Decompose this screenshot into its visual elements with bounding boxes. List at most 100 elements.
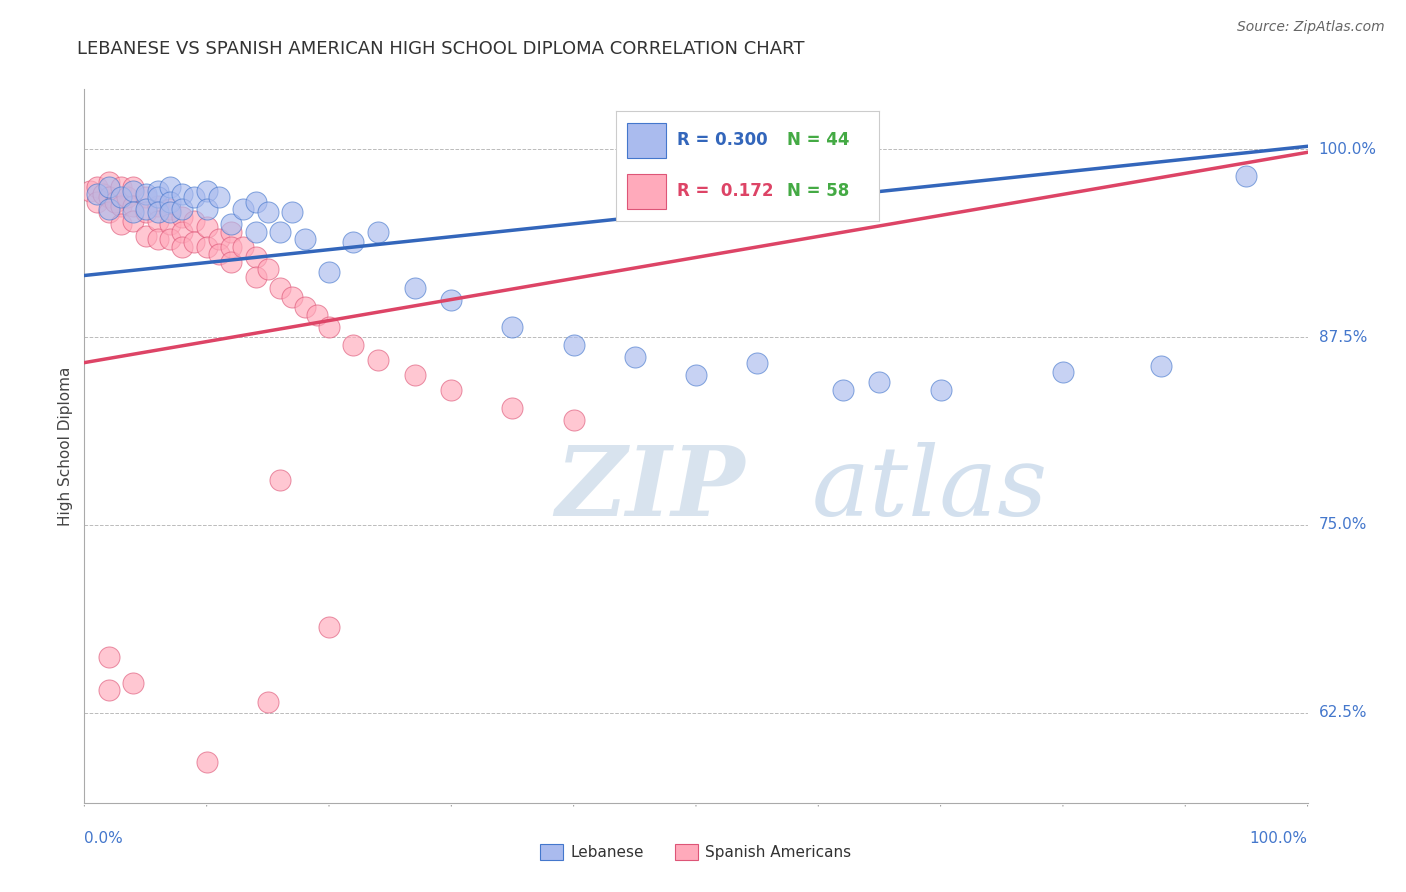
Point — [257, 262, 280, 277]
Point — [245, 270, 267, 285]
Point — [208, 190, 231, 204]
Point — [404, 368, 426, 382]
Point — [294, 232, 316, 246]
Point — [342, 337, 364, 351]
Point — [135, 229, 157, 244]
Point — [86, 194, 108, 209]
Point — [122, 185, 145, 199]
Point — [440, 383, 463, 397]
Point — [195, 220, 218, 235]
Text: 0.0%: 0.0% — [84, 830, 124, 846]
Point — [195, 240, 218, 254]
Point — [219, 255, 242, 269]
Point — [146, 185, 169, 199]
Point — [146, 190, 169, 204]
Point — [1052, 365, 1074, 379]
Y-axis label: High School Diploma: High School Diploma — [58, 367, 73, 525]
Point — [232, 240, 254, 254]
Point — [146, 214, 169, 228]
Point — [122, 205, 145, 219]
Point — [97, 190, 120, 204]
Point — [747, 356, 769, 370]
Point — [367, 352, 389, 367]
Point — [195, 202, 218, 217]
Point — [183, 214, 205, 228]
Point — [91, 187, 114, 202]
Point — [172, 202, 194, 217]
Point — [281, 289, 304, 303]
Point — [342, 235, 364, 250]
Point — [367, 225, 389, 239]
Point — [318, 620, 340, 634]
Point — [135, 190, 157, 204]
Point — [219, 218, 242, 232]
Point — [122, 214, 145, 228]
Point — [110, 179, 132, 194]
Point — [135, 202, 157, 217]
Text: Source: ZipAtlas.com: Source: ZipAtlas.com — [1237, 20, 1385, 34]
Point — [159, 194, 181, 209]
Point — [195, 185, 218, 199]
Point — [257, 205, 280, 219]
Point — [159, 179, 181, 194]
Point — [159, 202, 181, 217]
Text: 75.0%: 75.0% — [1319, 517, 1367, 533]
Point — [502, 319, 524, 334]
Point — [97, 175, 120, 189]
Point — [97, 683, 120, 698]
Point — [79, 185, 101, 199]
Point — [269, 225, 291, 239]
Point — [269, 473, 291, 487]
Point — [146, 232, 169, 246]
Point — [110, 218, 132, 232]
Text: 62.5%: 62.5% — [1319, 706, 1367, 720]
Text: 87.5%: 87.5% — [1319, 329, 1367, 344]
Point — [929, 383, 952, 397]
Point — [97, 650, 120, 665]
Point — [135, 205, 157, 219]
Point — [208, 232, 231, 246]
Point — [146, 205, 169, 219]
Point — [305, 308, 328, 322]
Point — [294, 300, 316, 314]
Point — [172, 240, 194, 254]
Point — [219, 240, 242, 254]
Point — [502, 401, 524, 415]
Point — [97, 179, 120, 194]
Point — [97, 205, 120, 219]
Point — [146, 199, 169, 213]
Point — [110, 190, 132, 204]
Point — [104, 194, 127, 209]
Text: atlas: atlas — [813, 442, 1049, 536]
Text: 100.0%: 100.0% — [1250, 830, 1308, 846]
Point — [172, 210, 194, 224]
Point — [122, 675, 145, 690]
Point — [172, 187, 194, 202]
Point — [183, 190, 205, 204]
Text: 100.0%: 100.0% — [1319, 142, 1376, 157]
Point — [208, 247, 231, 261]
Point — [1236, 169, 1258, 184]
Point — [281, 205, 304, 219]
Point — [257, 695, 280, 709]
Point — [245, 251, 267, 265]
Point — [86, 187, 108, 202]
Point — [624, 350, 647, 364]
Point — [562, 413, 585, 427]
Point — [318, 319, 340, 334]
Point — [195, 756, 218, 770]
Point — [404, 280, 426, 294]
Point — [159, 232, 181, 246]
Point — [110, 199, 132, 213]
Point — [159, 205, 181, 219]
Legend: Lebanese, Spanish Americans: Lebanese, Spanish Americans — [534, 838, 858, 866]
Point — [97, 202, 120, 217]
Point — [135, 187, 157, 202]
Point — [318, 265, 340, 279]
Point — [122, 199, 145, 213]
Point — [115, 190, 138, 204]
Point — [685, 368, 707, 382]
Point — [245, 194, 267, 209]
Text: LEBANESE VS SPANISH AMERICAN HIGH SCHOOL DIPLOMA CORRELATION CHART: LEBANESE VS SPANISH AMERICAN HIGH SCHOOL… — [77, 40, 804, 58]
Text: ZIP: ZIP — [555, 442, 745, 536]
